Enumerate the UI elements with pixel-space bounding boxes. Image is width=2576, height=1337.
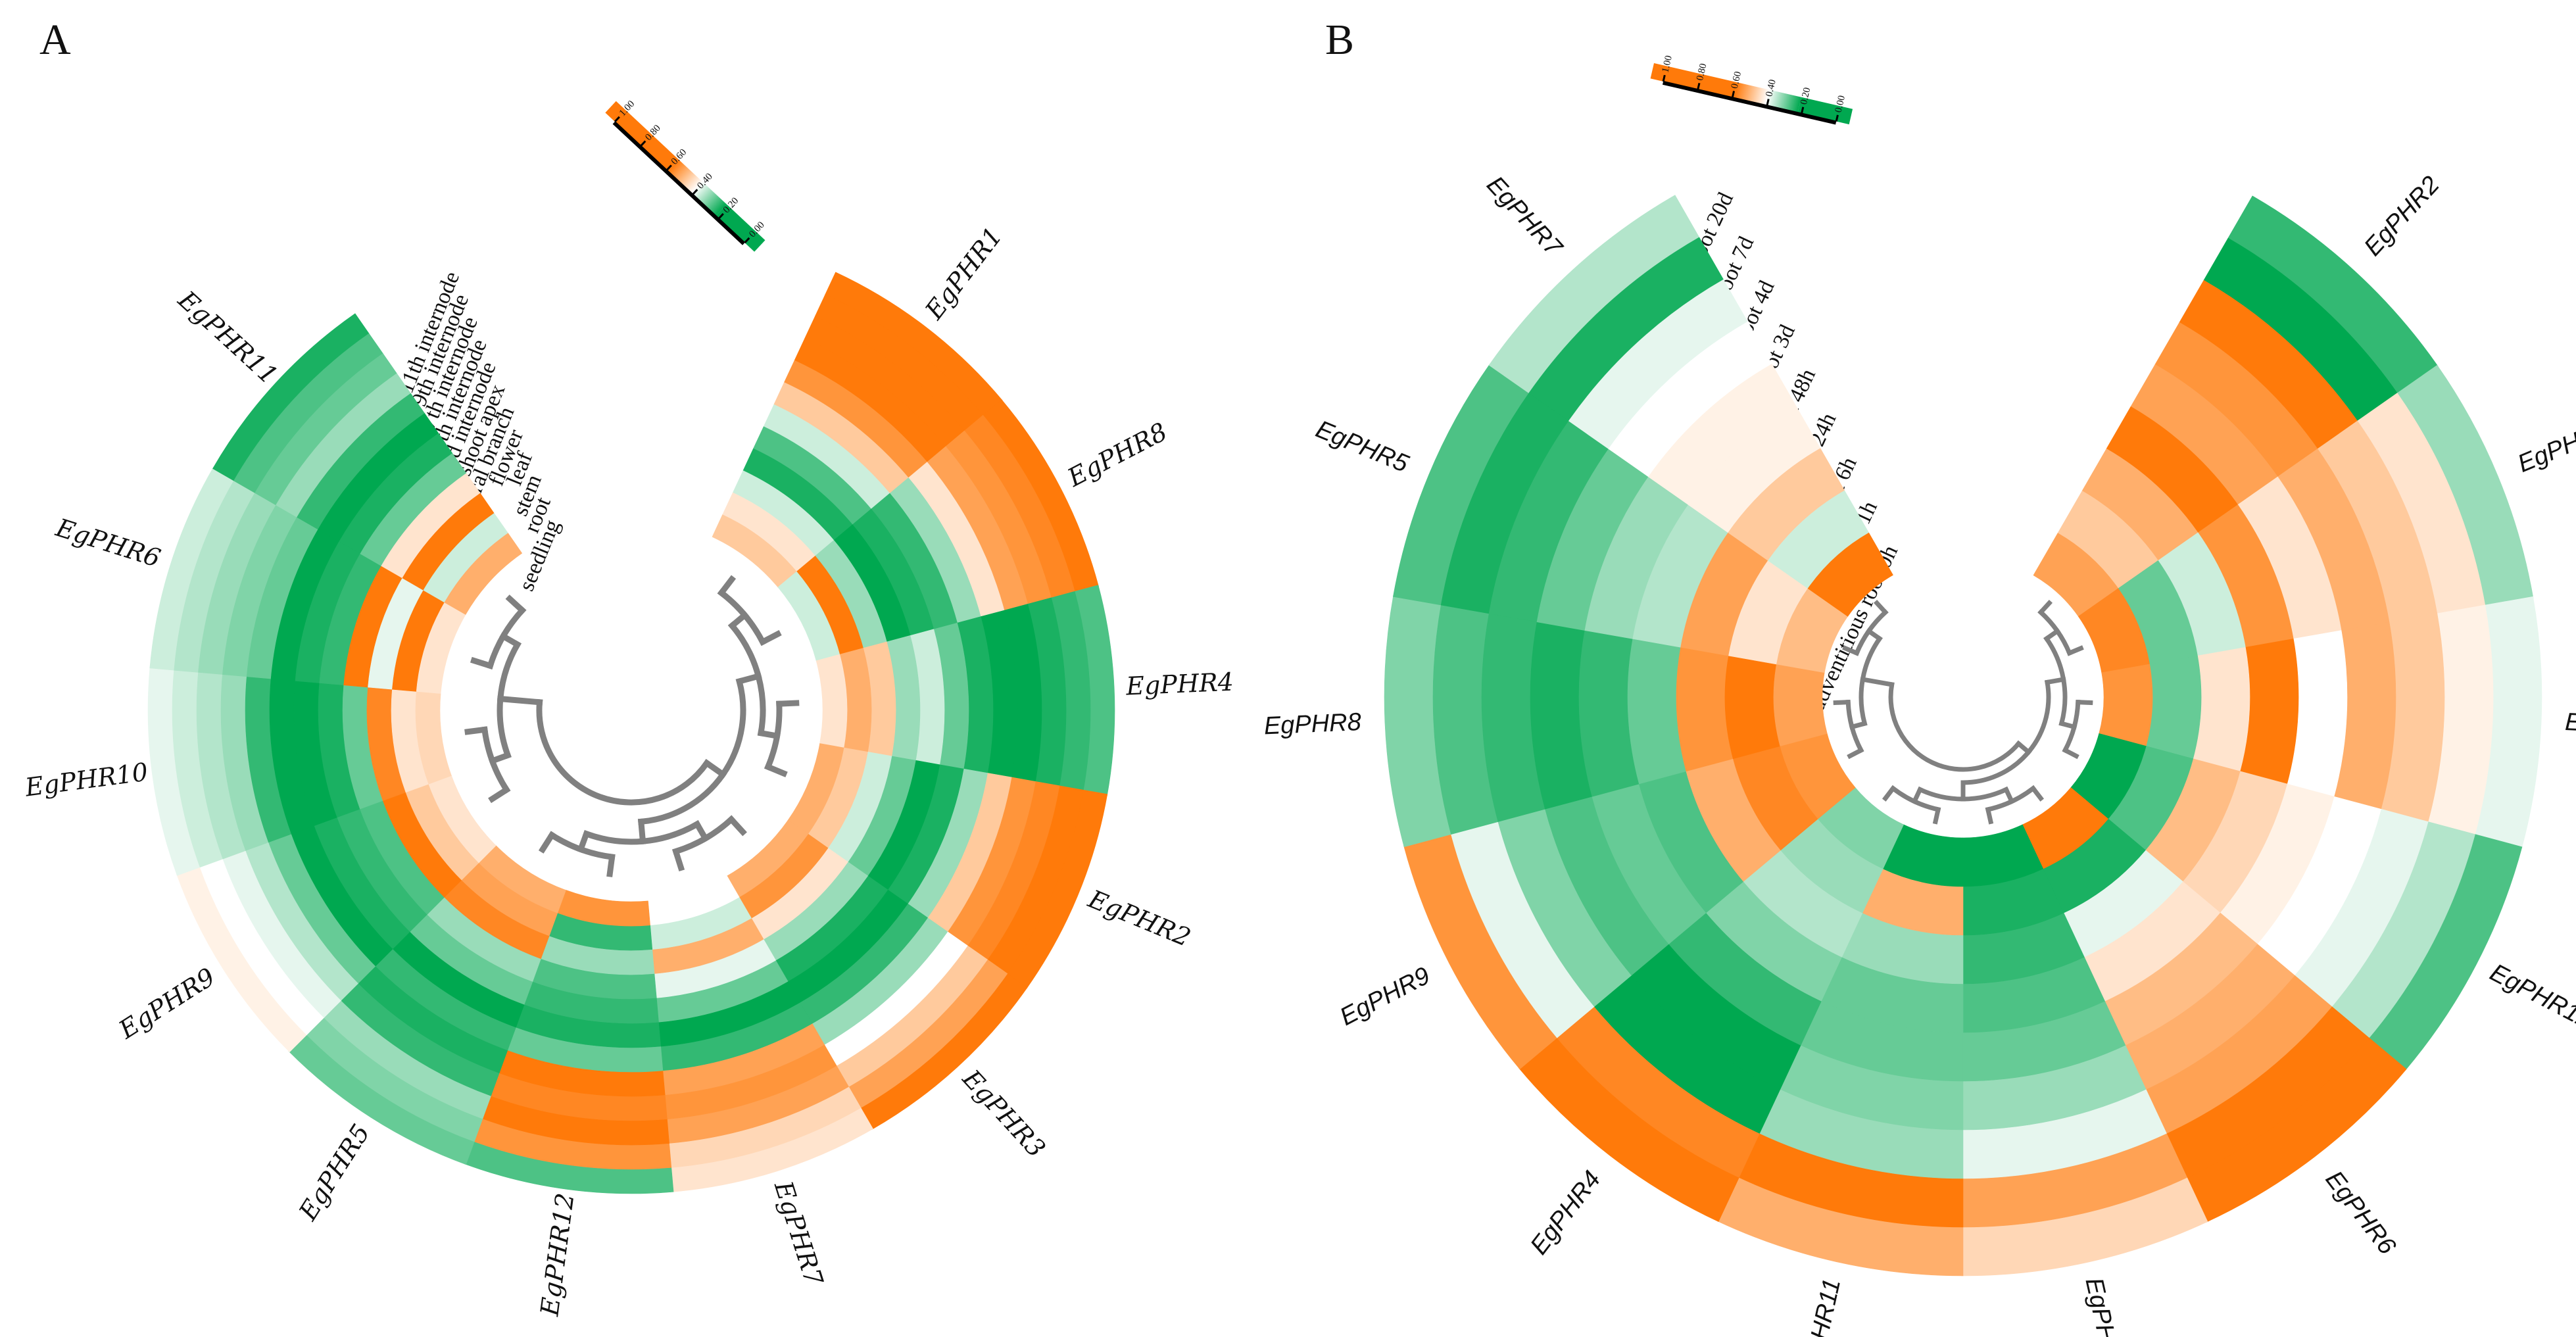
panel-b-dendrogram (1833, 600, 2093, 825)
panel-b: B 1.000.800.600.400.200.00 adventitious … (1263, 16, 2576, 1337)
gene-label: EgPHR3 (957, 1063, 1052, 1163)
heatmap-cell (1724, 654, 1781, 760)
legend-tick (1801, 107, 1805, 114)
legend-tick (666, 164, 672, 171)
dendrogram-branch (536, 698, 711, 806)
gene-label: EgPHR3 (2514, 416, 2576, 478)
gene-label: EgPHR7 (769, 1177, 829, 1290)
legend-tick (614, 116, 620, 123)
heatmap-cell (2145, 655, 2202, 760)
heatmap-cell (1773, 663, 1828, 746)
heatmap-cell (2099, 664, 2153, 747)
panel-a-label: A (39, 16, 71, 64)
heatmap-cell (815, 654, 848, 749)
legend-tick-label: 0.60 (1730, 70, 1743, 89)
gene-label: EgPHR6 (52, 513, 164, 573)
gene-label: EgPHR4 (1125, 668, 1234, 701)
legend-tick (640, 140, 646, 147)
legend-swatch-low (1797, 97, 1853, 125)
legend-tick-label: 0.20 (1799, 86, 1812, 105)
gene-label: EgPHR10 (23, 757, 150, 802)
panel-a-heatmap-cells (147, 272, 1115, 1194)
dendrogram-branch (1860, 677, 1895, 687)
dendrogram-branch (637, 818, 646, 845)
gene-label: EgPHR12 (2485, 959, 2576, 1034)
legend-axis (1662, 80, 1837, 125)
dendrogram-branch (497, 695, 543, 706)
heatmap-cell (444, 533, 523, 615)
legend-tick (717, 212, 724, 220)
legend-tick (1766, 99, 1770, 106)
gene-label: EgPHR8 (1062, 417, 1171, 493)
gene-label: EgPHR11 (172, 285, 283, 390)
gene-label: EgPHR5 (1312, 416, 1413, 479)
gene-label: EgPHR1 (2564, 708, 2576, 740)
gene-label: EgPHR4 (1525, 1166, 1606, 1260)
heatmap-cell (1807, 532, 1893, 617)
gene-label: EgPHR11 (1795, 1276, 1846, 1337)
gene-label: EgPHR9 (1336, 962, 1435, 1032)
gene-label: EgPHR2 (2359, 171, 2445, 261)
gene-label: EgPHR8 (1263, 708, 1362, 740)
dendrogram-branch (702, 759, 727, 779)
legend-tick-label: 0.00 (1834, 95, 1847, 114)
legend-tick (1697, 82, 1701, 90)
panel-b-heatmap-cells (1384, 195, 2542, 1276)
gene-label: EgPHR12 (535, 1191, 579, 1318)
gene-label: EgPHR1 (919, 222, 1008, 325)
legend-axis (612, 121, 746, 245)
legend-tick (1731, 91, 1736, 98)
gene-label: EgPHR7 (1481, 171, 1568, 262)
gene-label: EgPHR5 (293, 1119, 376, 1226)
panel-a-dendrogram (464, 575, 800, 877)
heatmap-cell (2193, 646, 2250, 773)
legend-tick-label: 0.80 (1695, 62, 1709, 82)
legend-swatch-mid (668, 159, 727, 216)
dendrogram-branch (1888, 681, 2022, 772)
panel-a-color-legend: 1.000.800.600.400.200.00 (605, 99, 767, 252)
dendrogram-branch (2044, 677, 2066, 685)
legend-swatch-high (1650, 63, 1738, 98)
legend-swatch-high (605, 101, 679, 172)
gene-label: EgPHR2 (1084, 884, 1195, 952)
panel-a: A 1.000.800.600.400.200.00 the 11th inte… (23, 16, 1234, 1318)
legend-swatch-low (716, 204, 766, 252)
gene-label: EgPHR10 (2079, 1275, 2131, 1337)
gene-label: EgPHR9 (113, 962, 220, 1045)
gene-label: EgPHR6 (2320, 1166, 2402, 1261)
legend-tick (1662, 74, 1666, 82)
legend-swatch-mid (1734, 82, 1802, 113)
legend-tick (1835, 114, 1839, 122)
legend-tick-label: 1.00 (1660, 55, 1674, 74)
legend-tick-label: 0.40 (1764, 78, 1778, 97)
legend-tick (692, 189, 698, 195)
legend-tick (744, 237, 750, 244)
panel-b-label: B (1325, 16, 1354, 64)
heatmap-cell (1676, 646, 1734, 772)
panel-b-color-legend: 1.00 0.80 0.60 0.40 0.20 0.00 (1650, 55, 1853, 125)
dendrogram-branch (735, 672, 762, 685)
